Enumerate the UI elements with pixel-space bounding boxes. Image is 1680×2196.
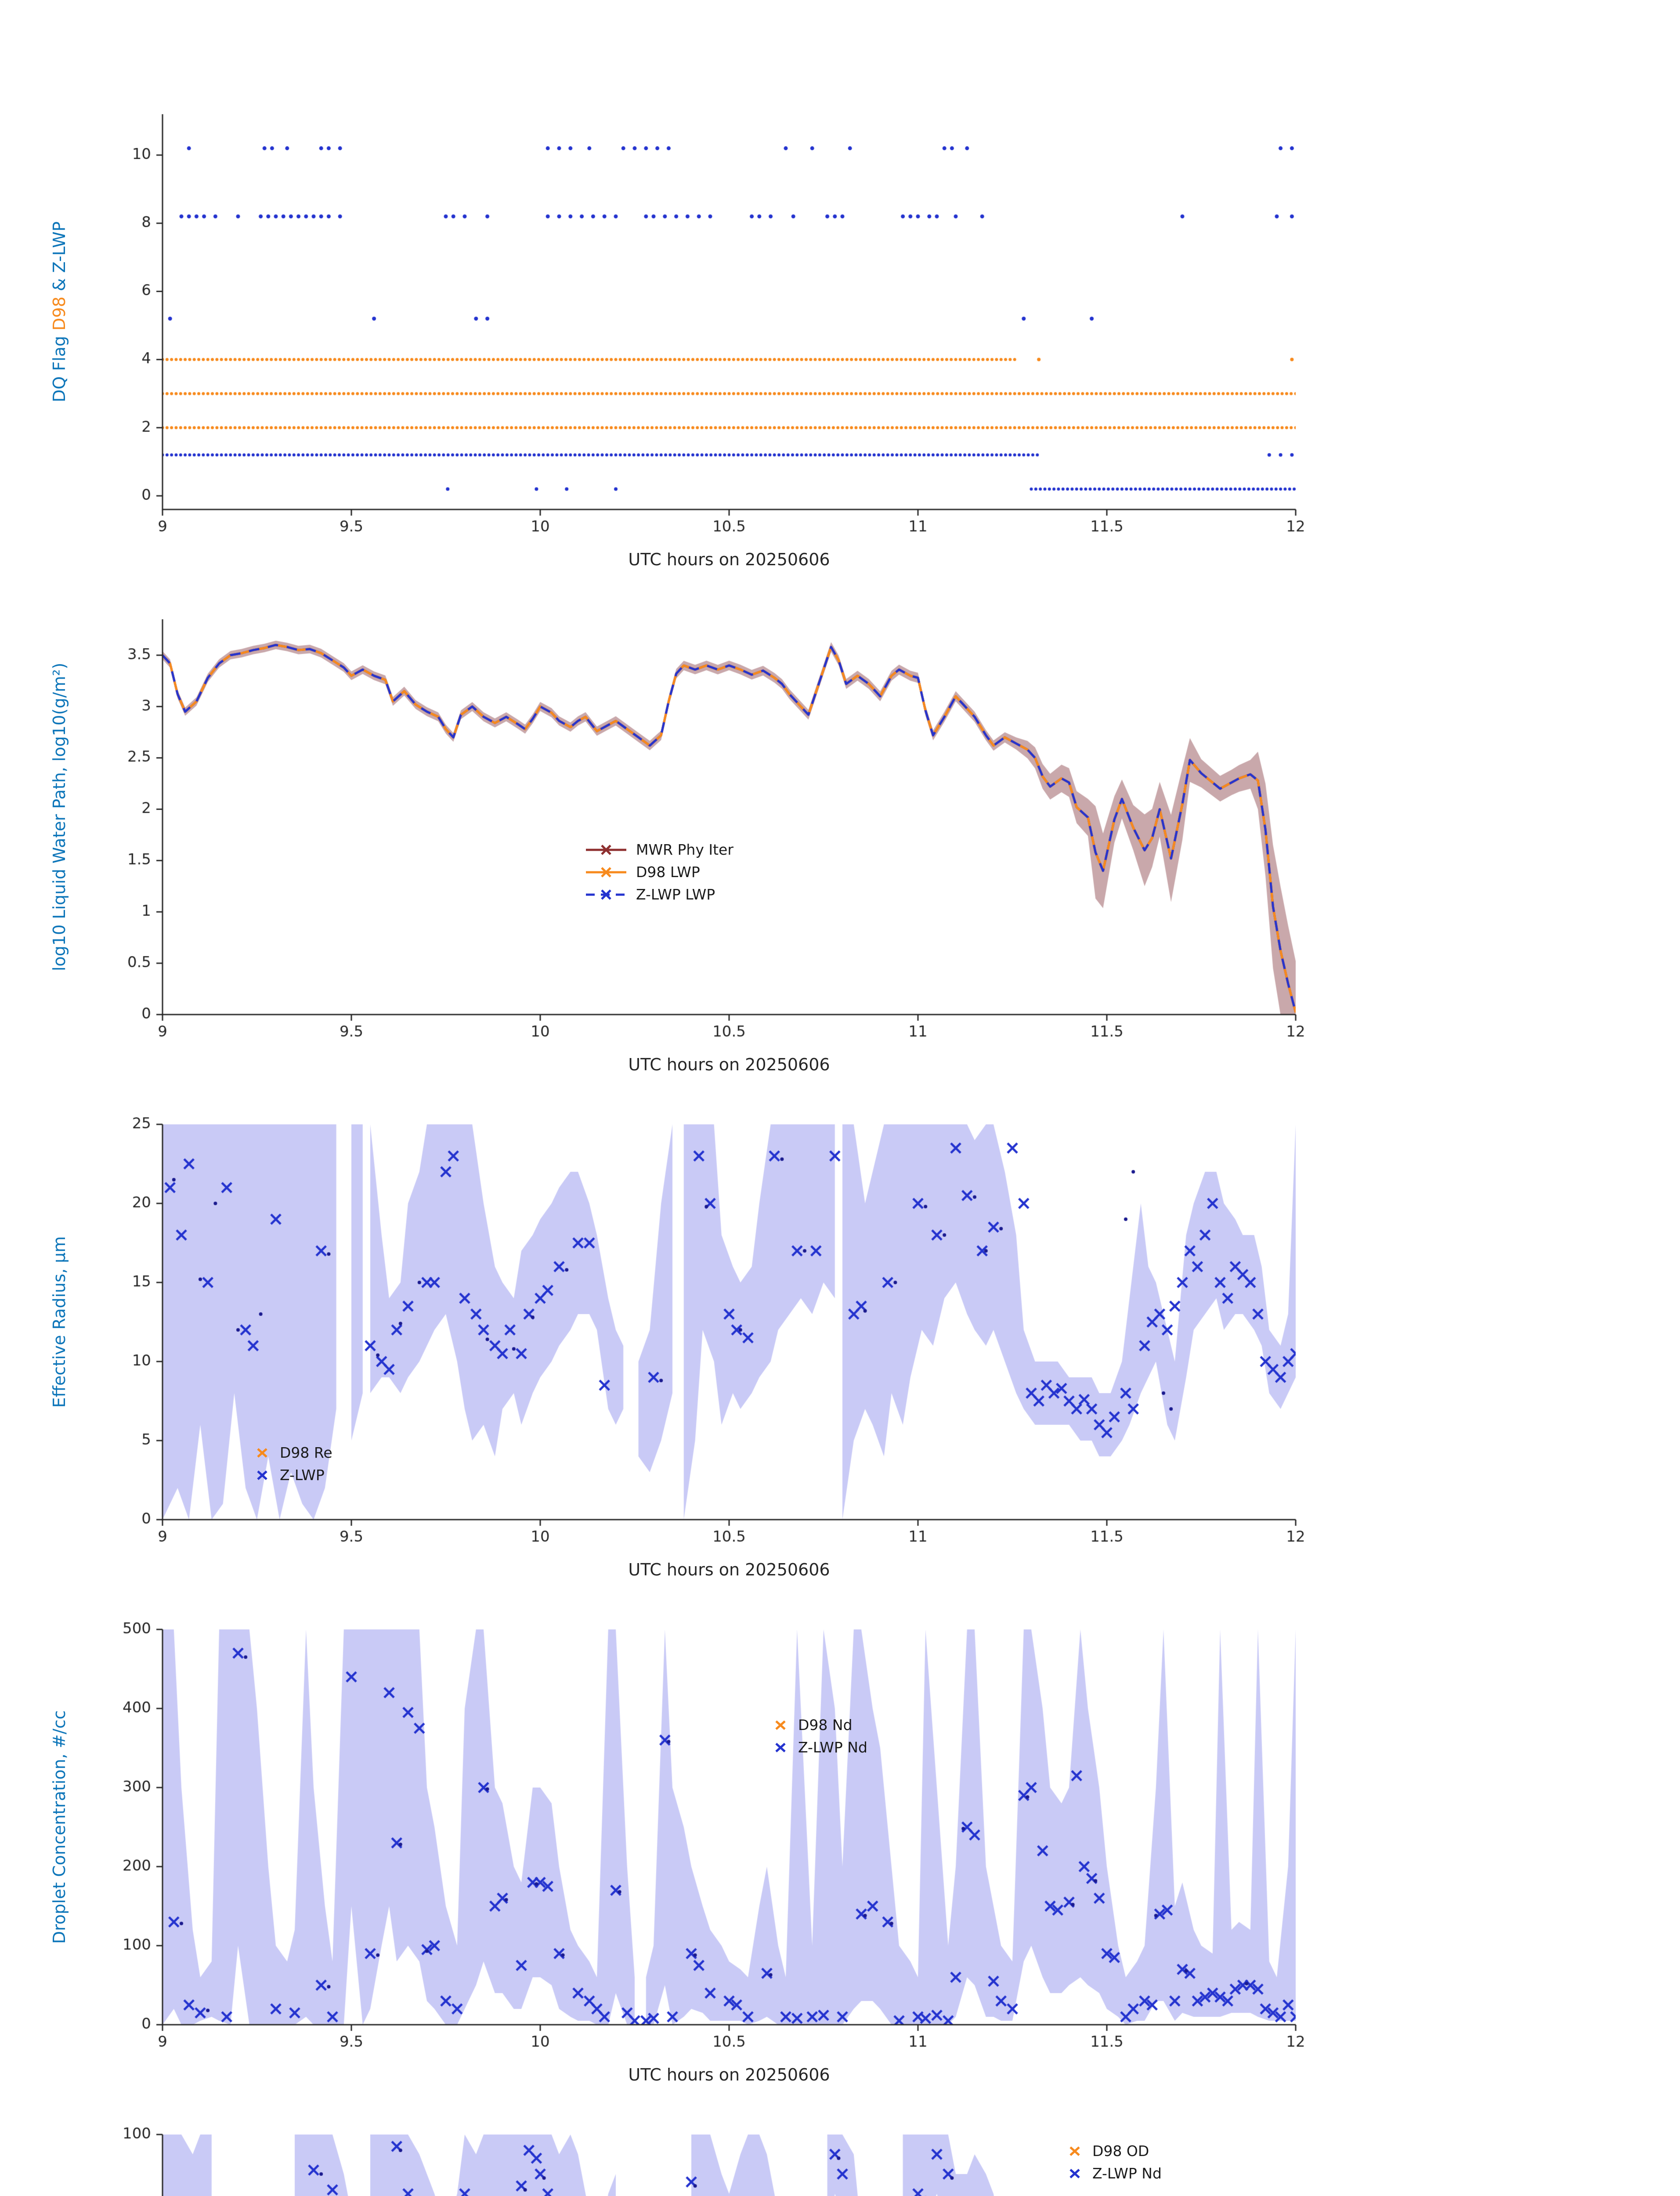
optical-depth-plot — [0, 2108, 1680, 2196]
d98-x-marker-icon — [1069, 2146, 1080, 2156]
legend-item-d98-od: D98 OD — [1065, 2142, 1162, 2160]
zlwp-x-marker-icon — [775, 1742, 786, 1752]
legend-item-mwr: MWR Phy Iter — [584, 841, 733, 858]
legend-item-d98-re: D98 Re — [253, 1444, 332, 1461]
legend-label-zlwp-lwp: Z-LWP LWP — [636, 886, 715, 903]
legend-label-zlwp-od: Z-LWP Nd — [1092, 2165, 1162, 2182]
d98-x-marker-icon — [775, 1720, 786, 1730]
dq-flag-plot — [0, 88, 1680, 593]
legend-item-zlwp-od: Z-LWP Nd — [1065, 2165, 1162, 2182]
legend-item-d98-nd: D98 Nd — [771, 1716, 867, 1734]
effective-radius-plot — [0, 1098, 1680, 1603]
d98-line-swatch-icon — [586, 867, 626, 878]
panel-effective-radius: Effective Radius, µm UTC hours on 202506… — [0, 1098, 1680, 1603]
droplet-concentration-legend: D98 Nd Z-LWP Nd — [771, 1716, 867, 1756]
lwp-legend: MWR Phy Iter D98 LWP Z-LWP LWP — [584, 841, 733, 903]
panel-optical-depth: Optical Depth UTC hours on 20250606 D98 … — [0, 2108, 1680, 2196]
panel-lwp: log10 Liquid Water Path, log10(g/m²) UTC… — [0, 593, 1680, 1098]
legend-label-d98-lwp: D98 LWP — [636, 863, 700, 881]
optical-depth-legend: D98 OD Z-LWP Nd — [1065, 2142, 1162, 2182]
legend-label-mwr: MWR Phy Iter — [636, 841, 733, 858]
lwp-x-axis-label: UTC hours on 20250606 — [628, 1055, 830, 1074]
droplet-concentration-plot — [0, 1603, 1680, 2108]
ylabel-d98-text: D98 — [50, 296, 69, 331]
effective-radius-legend: D98 Re Z-LWP — [253, 1444, 332, 1484]
zlwp-line-swatch-icon — [586, 889, 626, 900]
zlwp-x-marker-icon — [257, 1470, 267, 1480]
legend-item-zlwp-lwp: Z-LWP LWP — [584, 886, 733, 903]
legend-item-zlwp-re: Z-LWP — [253, 1466, 332, 1484]
dq-flag-x-axis-label: UTC hours on 20250606 — [628, 550, 830, 569]
zlwp-x-marker-icon — [1069, 2168, 1080, 2178]
legend-item-d98-lwp: D98 LWP — [584, 863, 733, 881]
legend-label-zlwp-nd: Z-LWP Nd — [798, 1739, 867, 1756]
dq-flag-y-axis-label: DQ Flag D98 & Z-LWP — [50, 221, 69, 402]
legend-label-d98-od: D98 OD — [1092, 2142, 1149, 2160]
ylabel-zlwp-text: & Z-LWP — [50, 221, 69, 297]
ylabel-dq-flag-text: DQ Flag — [50, 330, 69, 402]
effective-radius-y-axis-label: Effective Radius, µm — [50, 1236, 69, 1408]
panel-droplet-concentration: Droplet Concentration, #/cc UTC hours on… — [0, 1603, 1680, 2108]
d98-x-marker-icon — [257, 1448, 267, 1458]
lwp-y-axis-label: log10 Liquid Water Path, log10(g/m²) — [50, 662, 69, 972]
legend-label-zlwp-re: Z-LWP — [280, 1466, 325, 1484]
legend-label-d98-nd: D98 Nd — [798, 1716, 853, 1734]
panel-dq-flag: DQ Flag D98 & Z-LWP UTC hours on 2025060… — [0, 88, 1680, 593]
effective-radius-x-axis-label: UTC hours on 20250606 — [628, 1560, 830, 1579]
legend-item-zlwp-nd: Z-LWP Nd — [771, 1739, 867, 1756]
lwp-plot — [0, 593, 1680, 1098]
mwr-line-swatch-icon — [586, 844, 626, 855]
droplet-concentration-x-axis-label: UTC hours on 20250606 — [628, 2065, 830, 2084]
droplet-concentration-y-axis-label: Droplet Concentration, #/cc — [50, 1710, 69, 1944]
legend-label-d98-re: D98 Re — [280, 1444, 332, 1461]
